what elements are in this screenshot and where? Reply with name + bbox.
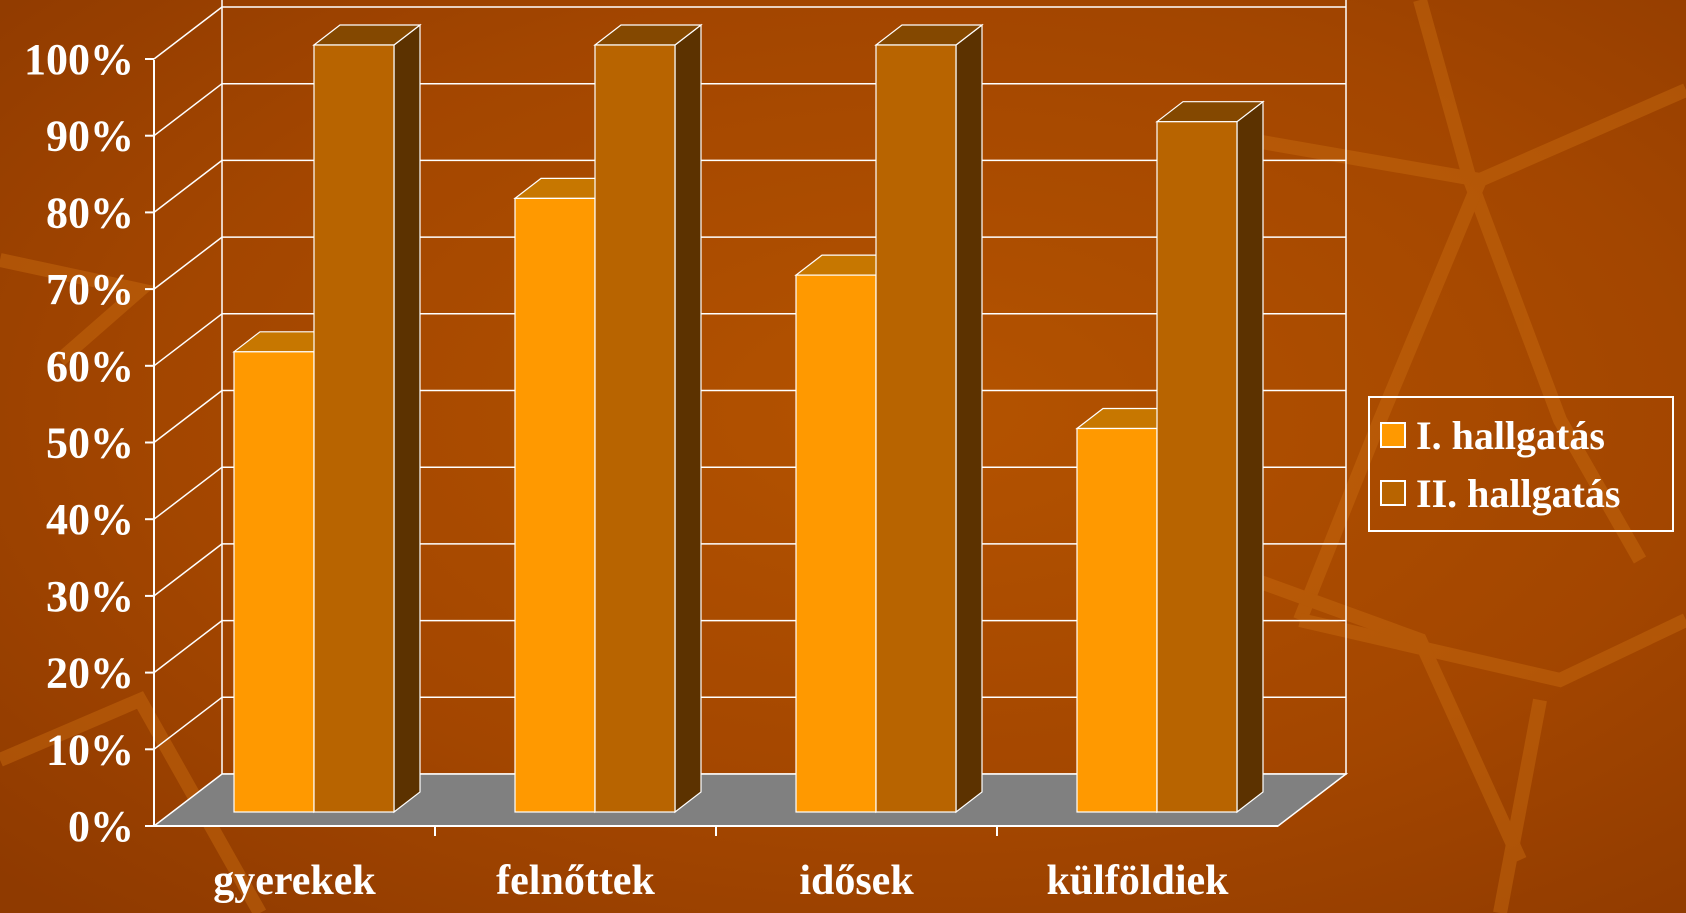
y-tick-label: 40% — [46, 495, 134, 544]
legend-item-series-2: II. hallgatás — [1380, 464, 1662, 522]
y-tick-label: 10% — [46, 725, 134, 774]
x-category-label: idősek — [799, 858, 914, 904]
x-category-label: felnőttek — [496, 858, 655, 904]
y-tick-label: 70% — [46, 265, 134, 314]
bar-3-series-2 — [1155, 100, 1265, 814]
y-tick-label: 50% — [46, 419, 134, 468]
bar-0-series-2 — [312, 23, 422, 814]
gridline-side — [153, 236, 223, 290]
y-tick-label: 90% — [46, 112, 134, 161]
gridline-side — [153, 83, 223, 137]
gridline-side — [153, 159, 223, 213]
gridline-side — [153, 466, 223, 520]
gridline-side — [153, 389, 223, 444]
legend-label-series-2: II. hallgatás — [1416, 470, 1621, 516]
y-tick-label: 0% — [68, 802, 134, 851]
x-category-label: külföldiek — [1046, 858, 1229, 904]
x-axis-category-labels: gyerekek felnőttek idősek külföldiek — [213, 858, 1229, 904]
y-tick-label: 20% — [46, 649, 134, 698]
gridline-side — [153, 620, 223, 674]
y-tick-label: 30% — [46, 572, 134, 621]
bars — [232, 23, 1265, 814]
gridline-side — [153, 6, 223, 60]
bar-2-series-2 — [874, 23, 984, 814]
bar-1-series-2 — [593, 23, 703, 814]
legend-item-series-1: I. hallgatás — [1380, 406, 1662, 464]
gridline-side — [153, 696, 223, 750]
gridline-side — [153, 543, 223, 597]
y-tick-label: 100% — [24, 35, 134, 84]
y-tick-label: 80% — [46, 188, 134, 237]
y-tick-label: 60% — [46, 342, 134, 391]
gridline-side — [153, 313, 223, 367]
legend: I. hallgatás II. hallgatás — [1368, 396, 1674, 532]
x-category-label: gyerekek — [213, 858, 376, 904]
legend-swatch-series-1 — [1380, 422, 1406, 448]
axes — [145, 58, 1278, 836]
legend-label-series-1: I. hallgatás — [1416, 412, 1605, 458]
y-axis-tick-labels: 0% 10% 20% 30% 40% 50% 60% 70% 80% 90% 100% — [24, 35, 134, 851]
legend-swatch-series-2 — [1380, 480, 1406, 506]
